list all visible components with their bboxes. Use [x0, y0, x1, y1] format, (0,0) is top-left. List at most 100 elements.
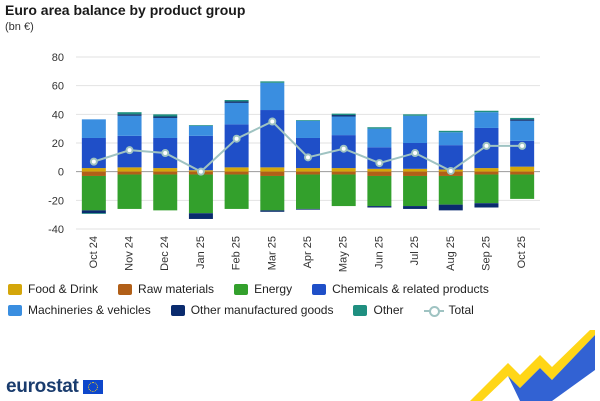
bar-segment — [474, 174, 499, 204]
x-tick-label: May 25 — [338, 236, 350, 272]
x-tick-label: Sep 25 — [480, 236, 492, 271]
x-tick-label: Nov 24 — [124, 236, 136, 271]
bar-segment — [153, 174, 178, 211]
bar-segment — [510, 171, 535, 175]
bar-segment — [260, 167, 285, 172]
bar-segment — [260, 210, 285, 212]
bar-segment — [438, 175, 463, 205]
bar-segment — [331, 174, 356, 207]
x-tick-label: Jan 25 — [195, 236, 207, 269]
x-tick-label: Apr 25 — [302, 236, 314, 268]
bar-segment — [260, 171, 285, 176]
legend-item: Other — [353, 303, 404, 317]
bar-segment — [296, 137, 320, 169]
bar-segment — [367, 206, 392, 208]
total-point — [446, 166, 455, 175]
total-point — [339, 144, 348, 153]
total-point — [304, 153, 312, 162]
total-point — [232, 134, 241, 143]
legend-label: Machineries & vehicles — [28, 303, 151, 317]
bar-segment — [188, 125, 213, 136]
total-point — [89, 157, 98, 166]
y-tick-label: 40 — [52, 109, 64, 121]
bar-segment — [260, 175, 285, 211]
bar-segment — [224, 174, 249, 209]
logo-text: eurostat — [6, 376, 79, 397]
bar-segment — [403, 171, 428, 176]
bar-segment — [438, 132, 463, 146]
y-tick-label: 80 — [52, 52, 64, 64]
bar-segment — [188, 174, 213, 214]
total-point — [411, 149, 420, 158]
bar-segment — [260, 82, 285, 111]
x-tick-label: Oct 25 — [516, 236, 528, 268]
bar-segment — [117, 174, 142, 209]
eurostat-logo: eurostat — [6, 376, 103, 398]
bar-segment — [367, 175, 392, 207]
bar-segment — [367, 128, 392, 148]
bar-segment — [81, 213, 106, 214]
legend-item: Total — [423, 303, 474, 317]
x-tick-label: Mar 25 — [266, 236, 278, 270]
bar-segment — [153, 116, 178, 118]
legend-label: Chemicals & related products — [332, 282, 489, 296]
x-tick-label: Feb 25 — [231, 236, 243, 270]
chart-subtitle: (bn €) — [5, 21, 34, 33]
legend-swatch — [423, 305, 444, 317]
bar-segment — [403, 114, 428, 116]
x-tick-label: Jun 25 — [373, 236, 385, 269]
total-point — [375, 159, 384, 168]
legend-swatch — [234, 283, 249, 295]
bar-segment — [510, 119, 535, 121]
y-tick-label: -40 — [48, 224, 64, 236]
bar-segment — [474, 110, 499, 113]
legend-swatch — [312, 283, 327, 295]
bar-segment — [117, 114, 142, 116]
bar-segment — [224, 100, 249, 102]
bar-segment — [403, 168, 428, 172]
bar-segment — [403, 175, 428, 207]
bar-segment — [510, 117, 535, 120]
total-point — [482, 141, 491, 150]
x-tick-label: Oct 24 — [88, 236, 100, 268]
y-tick-label: 0 — [58, 167, 64, 179]
bar-segment — [474, 112, 499, 128]
bar-segment — [153, 117, 178, 138]
legend-label: Energy — [254, 282, 293, 296]
legend-item: Food & Drink — [8, 282, 98, 296]
chart-title: Euro area balance by product group — [5, 2, 246, 18]
eu-flag-icon — [82, 380, 103, 394]
chart-legend: Food & Drink Raw materials Energy Chemicals… — [8, 282, 598, 317]
total-point — [268, 117, 277, 126]
legend-label: Food & Drink — [28, 282, 99, 296]
legend-label: Raw materials — [138, 282, 215, 296]
bar-segment — [510, 174, 535, 199]
x-tick-label: Aug 25 — [445, 236, 457, 271]
bar-segment — [296, 120, 320, 138]
bar-segment — [474, 168, 499, 172]
bar-segment — [510, 120, 535, 141]
bar-chart: -40 -20 0 20 40 60 80 Oct 24 Nov 24 Dec 24 Jan 25 F… — [48, 52, 540, 272]
bar-segment — [510, 166, 535, 172]
bar-segment — [224, 167, 249, 172]
legend-swatch — [118, 283, 133, 295]
bar-segment — [260, 81, 285, 83]
bar-segment — [224, 102, 249, 125]
bar-segment — [81, 119, 106, 138]
legend-item: Chemicals & related products — [312, 282, 489, 296]
legend-item: Energy — [234, 282, 292, 296]
bar-segment — [367, 147, 392, 169]
bar-segment — [153, 168, 178, 172]
bar-segment — [81, 210, 106, 214]
y-tick-label: 60 — [52, 81, 64, 93]
bar-segment — [117, 115, 142, 136]
bar-segment — [224, 101, 249, 103]
bar-segment — [510, 140, 535, 167]
legend-swatch — [353, 304, 368, 316]
legend-item: Other manufactured goods — [170, 303, 333, 317]
legend-item: Raw materials — [118, 282, 214, 296]
bar-segment — [117, 167, 142, 172]
bar-segment — [81, 168, 106, 172]
bar-segment — [474, 171, 499, 175]
bar-segment — [296, 120, 320, 121]
